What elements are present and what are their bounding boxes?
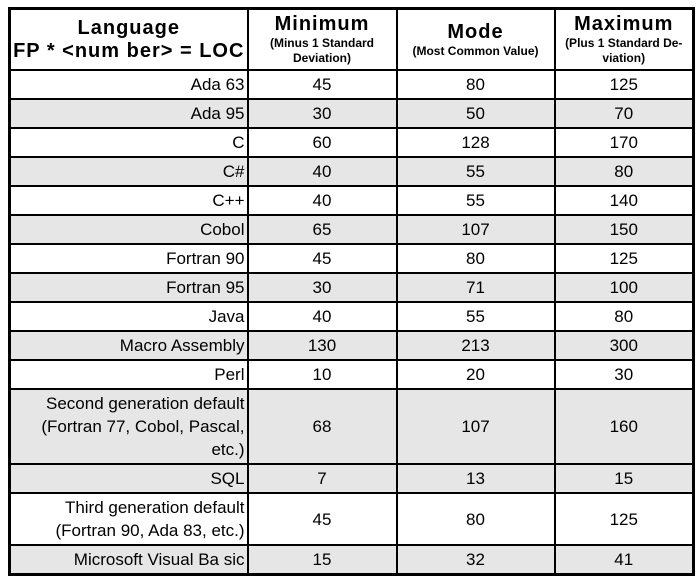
mode-cell: 13 xyxy=(395,463,556,494)
header-minimum-title: Minimum xyxy=(274,13,370,35)
table-header: Language FP * <num ber> = LOC Minimum (M… xyxy=(8,7,695,71)
maximum-cell: 170 xyxy=(553,127,695,158)
language-cell: Ada 95 xyxy=(8,98,249,129)
maximum-cell: 160 xyxy=(553,388,695,465)
maximum-cell: 100 xyxy=(553,272,695,303)
table-row: C# 40 55 80 xyxy=(8,156,695,187)
maximum-cell: 80 xyxy=(553,156,695,187)
table-row: C 60 128 170 xyxy=(8,127,695,158)
minimum-cell: 60 xyxy=(246,127,398,158)
mode-cell: 107 xyxy=(395,388,556,465)
minimum-cell: 30 xyxy=(246,98,398,129)
minimum-cell: 45 xyxy=(246,492,398,546)
mode-cell: 50 xyxy=(395,98,556,129)
header-minimum-subtitle: (Minus 1 Standard Deviation) xyxy=(269,36,374,65)
header-language: Language FP * <num ber> = LOC xyxy=(8,7,249,71)
language-cell: C# xyxy=(8,156,249,187)
table-row: Perl 10 20 30 xyxy=(8,359,695,390)
maximum-cell: 15 xyxy=(553,463,695,494)
table-row: Ada 95 30 50 70 xyxy=(8,98,695,129)
table-row: C++ 40 55 140 xyxy=(8,185,695,216)
table-row: Second generation default (Fortran 77, C… xyxy=(8,388,695,465)
mode-cell: 213 xyxy=(395,330,556,361)
mode-cell: 55 xyxy=(395,156,556,187)
header-minimum: Minimum (Minus 1 Standard Deviation) xyxy=(246,7,398,71)
language-cell: Java xyxy=(8,301,249,332)
language-cell: SQL xyxy=(8,463,249,494)
language-cell: C xyxy=(8,127,249,158)
minimum-cell: 30 xyxy=(246,272,398,303)
table-row: Third generation default (Fortran 90, Ad… xyxy=(8,492,695,546)
header-maximum: Maximum (Plus 1 Standard De- viation) xyxy=(553,7,695,71)
maximum-cell: 300 xyxy=(553,330,695,361)
table-row: Cobol 65 107 150 xyxy=(8,214,695,245)
language-cell: Microsoft Visual Ba sic xyxy=(8,544,249,576)
fp-loc-conversion-table: Language FP * <num ber> = LOC Minimum (M… xyxy=(8,7,695,576)
mode-cell: 80 xyxy=(395,492,556,546)
header-language-title: Language xyxy=(77,16,180,39)
minimum-cell: 40 xyxy=(246,301,398,332)
language-cell: Third generation default (Fortran 90, Ad… xyxy=(8,492,249,546)
minimum-cell: 40 xyxy=(246,156,398,187)
header-row: Language FP * <num ber> = LOC Minimum (M… xyxy=(8,7,695,71)
language-cell: Fortran 95 xyxy=(8,272,249,303)
language-cell: Ada 63 xyxy=(8,69,249,100)
maximum-cell: 30 xyxy=(553,359,695,390)
header-mode: Mode (Most Common Value) xyxy=(395,7,556,71)
maximum-cell: 125 xyxy=(553,69,695,100)
maximum-cell: 140 xyxy=(553,185,695,216)
maximum-cell: 125 xyxy=(553,492,695,546)
header-maximum-title: Maximum xyxy=(574,13,674,35)
header-maximum-subtitle: (Plus 1 Standard De- viation) xyxy=(565,36,683,65)
table-row: Java 40 55 80 xyxy=(8,301,695,332)
minimum-cell: 130 xyxy=(246,330,398,361)
maximum-cell: 80 xyxy=(553,301,695,332)
minimum-cell: 65 xyxy=(246,214,398,245)
minimum-cell: 10 xyxy=(246,359,398,390)
mode-cell: 80 xyxy=(395,243,556,274)
language-cell: Fortran 90 xyxy=(8,243,249,274)
mode-cell: 71 xyxy=(395,272,556,303)
minimum-cell: 68 xyxy=(246,388,398,465)
minimum-cell: 45 xyxy=(246,243,398,274)
language-cell: Second generation default (Fortran 77, C… xyxy=(8,388,249,465)
language-cell: C++ xyxy=(8,185,249,216)
minimum-cell: 40 xyxy=(246,185,398,216)
language-cell: Perl xyxy=(8,359,249,390)
header-mode-subtitle: (Most Common Value) xyxy=(412,43,539,58)
maximum-cell: 125 xyxy=(553,243,695,274)
table-row: Microsoft Visual Ba sic 15 32 41 xyxy=(8,544,695,576)
minimum-cell: 7 xyxy=(246,463,398,494)
maximum-cell: 41 xyxy=(553,544,695,576)
table-row: SQL 7 13 15 xyxy=(8,463,695,494)
mode-cell: 128 xyxy=(395,127,556,158)
table-row: Macro Assembly 130 213 300 xyxy=(8,330,695,361)
header-language-subtitle: FP * <num ber> = LOC xyxy=(13,39,245,62)
table-body: Ada 63 45 80 125 Ada 95 30 50 70 C 60 128 170 C# 40 55… xyxy=(8,69,695,576)
mode-cell: 80 xyxy=(395,69,556,100)
table-row: Ada 63 45 80 125 xyxy=(8,69,695,100)
mode-cell: 55 xyxy=(395,185,556,216)
language-cell: Macro Assembly xyxy=(8,330,249,361)
maximum-cell: 150 xyxy=(553,214,695,245)
mode-cell: 107 xyxy=(395,214,556,245)
header-mode-title: Mode xyxy=(447,20,504,43)
maximum-cell: 70 xyxy=(553,98,695,129)
table-row: Fortran 90 45 80 125 xyxy=(8,243,695,274)
mode-cell: 55 xyxy=(395,301,556,332)
language-cell: Cobol xyxy=(8,214,249,245)
minimum-cell: 45 xyxy=(246,69,398,100)
table-row: Fortran 95 30 71 100 xyxy=(8,272,695,303)
mode-cell: 32 xyxy=(395,544,556,576)
minimum-cell: 15 xyxy=(246,544,398,576)
mode-cell: 20 xyxy=(395,359,556,390)
